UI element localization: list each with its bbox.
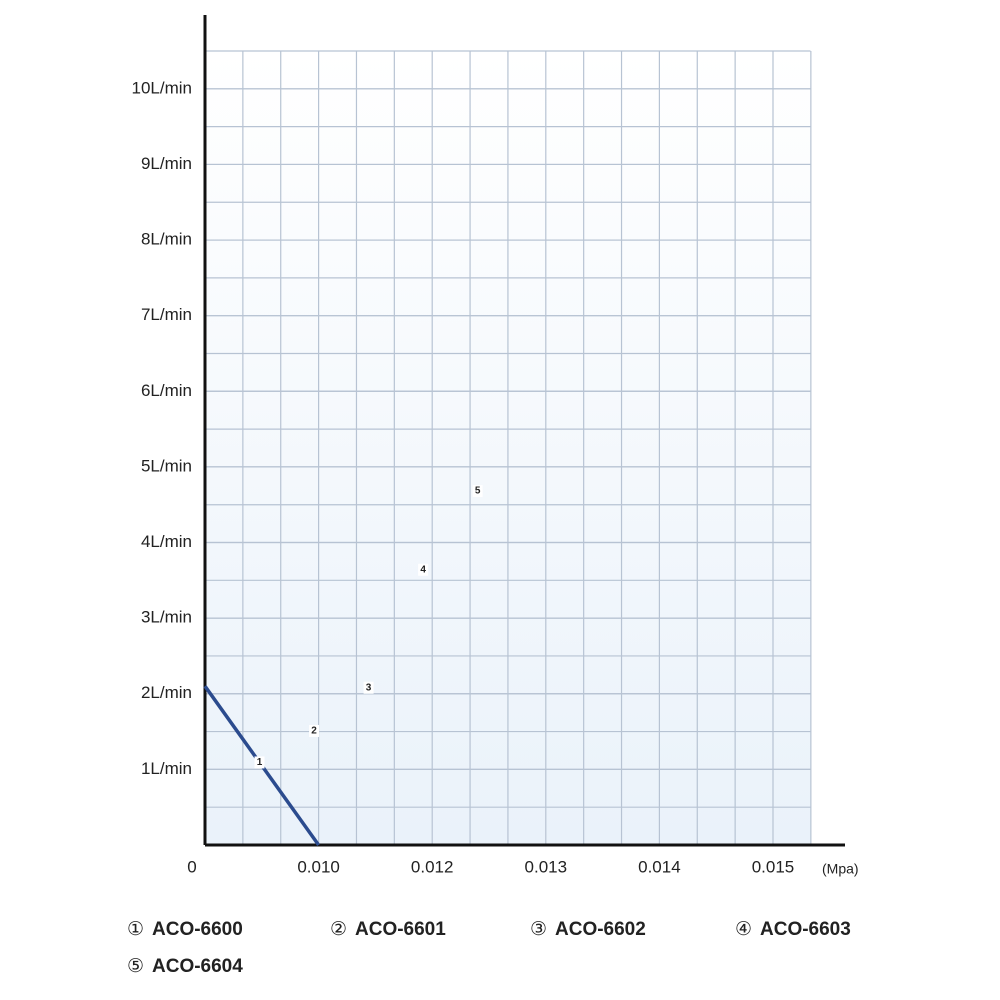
legend-label: ACO-6604 bbox=[152, 956, 243, 977]
line-label-bg bbox=[254, 756, 265, 769]
y-tick-label: 2L/min bbox=[141, 683, 192, 702]
line-label-bg bbox=[472, 485, 483, 498]
legend-label: ACO-6600 bbox=[152, 919, 243, 940]
x-tick-label: 0.010 bbox=[297, 857, 340, 876]
legend-label: ACO-6601 bbox=[355, 919, 446, 940]
legend-marker: ④ bbox=[735, 919, 752, 940]
legend-label: ACO-6603 bbox=[760, 919, 851, 940]
legend-marker: ① bbox=[127, 919, 144, 940]
legend-marker: ② bbox=[330, 919, 347, 940]
legend-marker: ③ bbox=[530, 919, 547, 940]
line-label: 5 bbox=[475, 486, 481, 497]
y-tick-label: 1L/min bbox=[141, 759, 192, 778]
y-tick-label: 10L/min bbox=[132, 78, 192, 97]
x-tick-label: 0.014 bbox=[638, 857, 681, 876]
y-tick-label: 8L/min bbox=[141, 230, 192, 249]
y-tick-label: 6L/min bbox=[141, 381, 192, 400]
line-label-bg bbox=[418, 563, 429, 576]
x-tick-label: 0.015 bbox=[752, 857, 795, 876]
y-tick-label: 4L/min bbox=[141, 532, 192, 551]
x-tick-label: 0 bbox=[187, 857, 196, 876]
line-label: 4 bbox=[420, 564, 426, 575]
legend-label: ACO-6602 bbox=[555, 919, 646, 940]
line-label: 3 bbox=[366, 682, 372, 693]
y-tick-label: 7L/min bbox=[141, 305, 192, 324]
y-tick-label: 9L/min bbox=[141, 154, 192, 173]
line-label-bg bbox=[309, 724, 320, 737]
line-label: 1 bbox=[257, 757, 263, 768]
x-tick-label: 0.013 bbox=[525, 857, 568, 876]
y-tick-label: 5L/min bbox=[141, 456, 192, 475]
legend-marker: ⑤ bbox=[127, 956, 144, 977]
line-label: 2 bbox=[311, 726, 317, 737]
x-unit: (Mpa) bbox=[822, 861, 859, 877]
x-tick-label: 0.012 bbox=[411, 857, 454, 876]
line-label-bg bbox=[363, 681, 374, 694]
y-tick-label: 3L/min bbox=[141, 608, 192, 627]
